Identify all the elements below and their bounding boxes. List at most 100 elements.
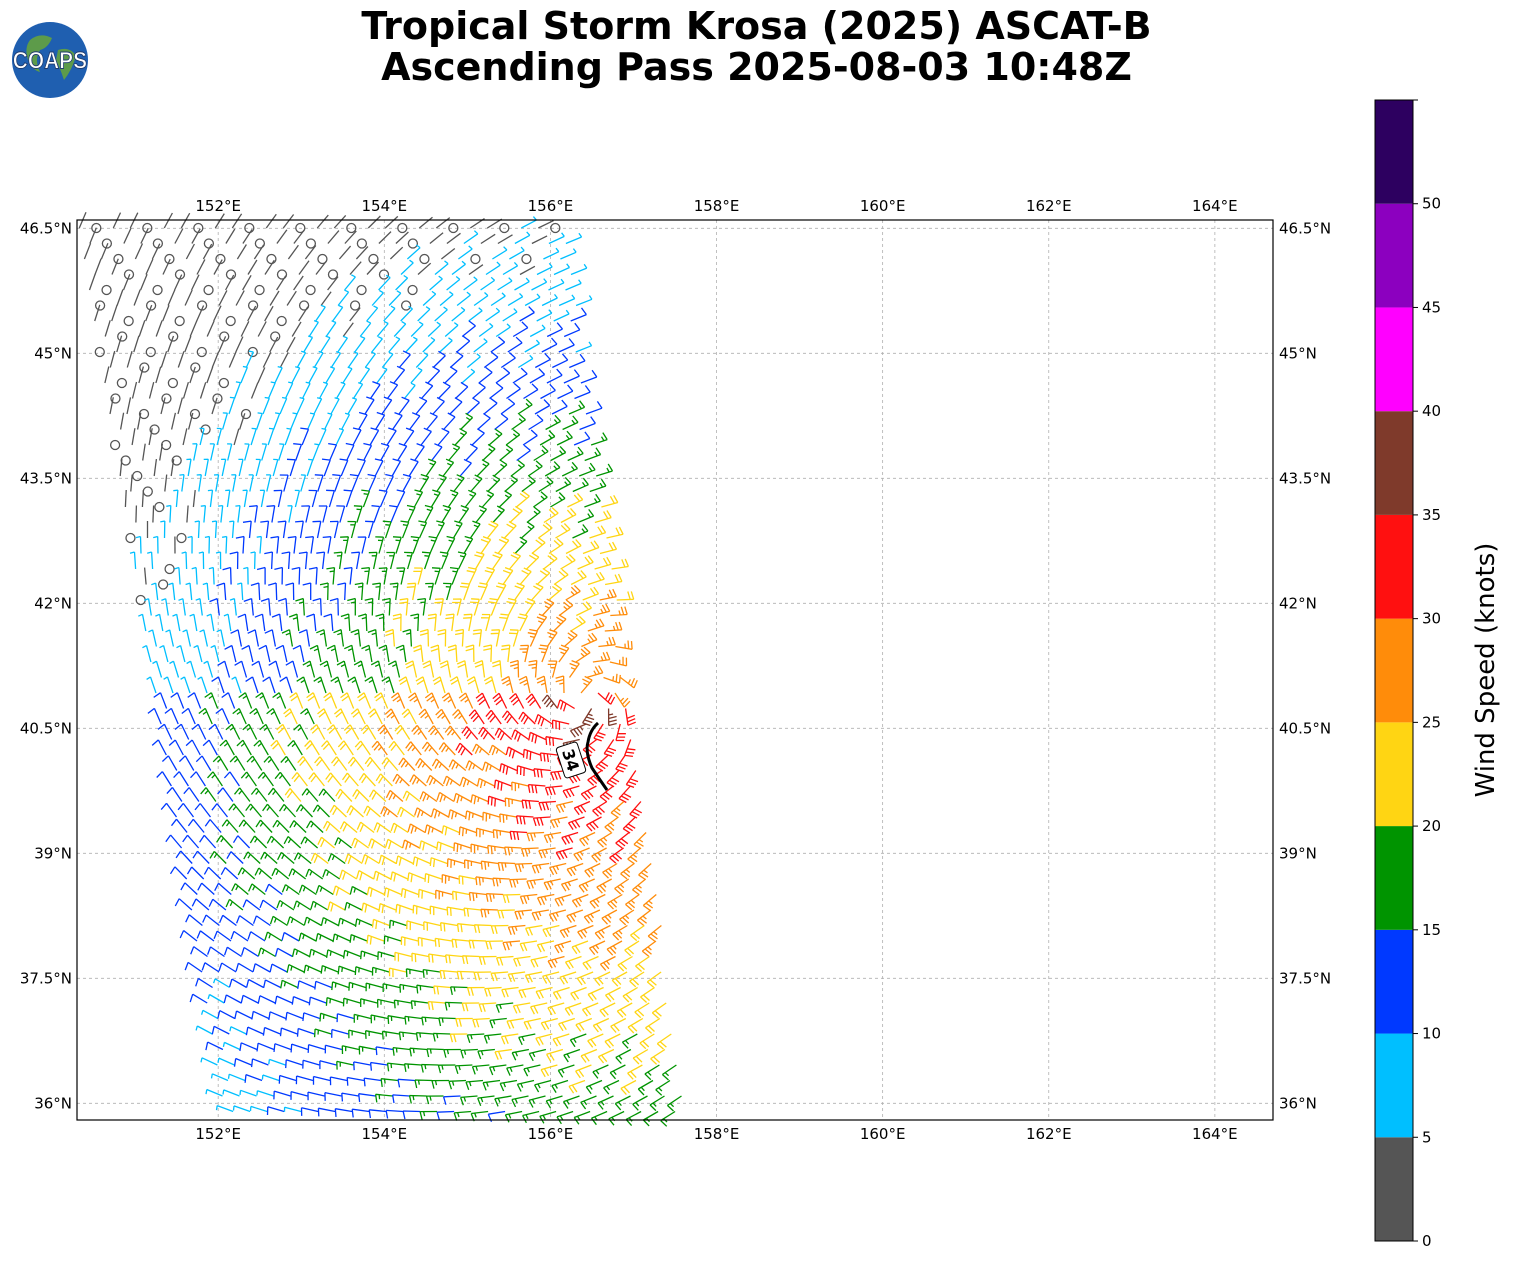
wind-barb [274,995,293,1005]
wind-barb [418,708,434,725]
wind-barb [335,427,345,446]
wind-barb [252,915,271,927]
wind-barb [412,856,431,867]
wind-barb [412,644,424,663]
wind-barb [545,414,561,431]
wind-barb [446,858,465,868]
wind-barb [148,381,155,399]
wind-barb [278,803,296,818]
wind-barb [368,838,386,849]
wind-barb [242,520,252,539]
wind-barb [147,707,162,725]
wind-barb [340,536,350,554]
wind-barb [565,584,581,601]
wind-barb [315,932,334,942]
wind-barb [469,520,481,539]
wind-barb [289,820,307,833]
wind-barb [283,836,302,849]
wind-barb [295,520,304,539]
wind-barb [195,977,213,989]
wind-barb [259,489,266,508]
wind-barb [211,1025,230,1035]
wind-barb [514,582,525,601]
wind-barb [461,320,476,338]
wind-barb [468,264,484,276]
wind-barb [480,233,496,245]
wind-barb [460,1048,478,1059]
wind-barb [130,474,133,492]
lat-tick-label-right: 43.5°N [1279,469,1331,487]
wind-barb [509,830,528,841]
wind-barb [449,986,468,996]
wind-barb [312,520,322,539]
wind-barb [427,1000,446,1011]
wind-barb [565,279,582,291]
wind-barb [366,934,385,945]
wind-barb [313,676,327,694]
wind-barb [526,878,544,890]
wind-barb [615,723,626,742]
calm-wind-circle [378,269,390,280]
wind-barb [459,458,472,477]
wind-barb [375,536,385,554]
wind-barb [209,597,220,616]
wind-barb [203,660,214,678]
wind-barb [368,789,387,802]
wind-barb [592,1017,610,1033]
wind-barb [538,800,556,811]
wind-barb [544,785,563,796]
wind-barb [402,1110,421,1120]
wind-barb [262,676,276,694]
wind-barb [223,946,242,958]
wind-barb [254,867,273,880]
wind-barb [339,458,349,477]
calm-wind-circle [470,253,481,265]
wind-barb [356,870,375,881]
wind-barb [195,755,212,771]
wind-barb [264,305,274,322]
wind-barb [451,890,470,901]
wind-barb [187,818,205,833]
wind-barb [227,443,233,461]
wind-barb [480,613,491,632]
wind-barb [383,305,396,322]
wind-barb [189,993,208,1004]
wind-barb [160,397,166,415]
wind-barb [501,644,511,663]
wind-barb [499,613,510,632]
wind-barb [286,964,305,973]
wind-barb [490,924,509,934]
lat-tick-label-left: 43.5°N [20,469,72,487]
wind-barb [207,489,214,508]
wind-barb [548,278,565,291]
lat-tick-label-left: 39°N [34,844,72,862]
wind-barb [326,566,336,585]
wind-barb [199,834,217,849]
wind-barb [342,322,354,337]
wind-barb [463,535,474,554]
wind-barb [227,1073,246,1082]
wind-barb [519,940,538,952]
wind-barb [645,1017,661,1034]
wind-barb [255,819,273,833]
wind-barb [518,711,536,725]
wind-barb [364,597,374,616]
wind-barb [427,366,441,384]
wind-barb [608,1110,625,1126]
wind-barb [83,242,92,260]
wind-barb [353,1061,371,1071]
wind-barb [592,1064,609,1079]
wind-barb [215,707,230,725]
wind-barb [160,351,168,368]
wind-barb [474,659,486,678]
wind-barb [306,613,317,632]
wind-barb [545,736,563,747]
wind-barb [432,396,445,415]
wind-barb [421,1016,439,1026]
wind-barb [528,659,538,678]
calm-wind-circle [161,393,172,404]
wind-barb [539,1110,557,1124]
wind-barb [347,676,361,694]
calm-wind-circle [176,532,187,544]
wind-barb [364,396,375,415]
